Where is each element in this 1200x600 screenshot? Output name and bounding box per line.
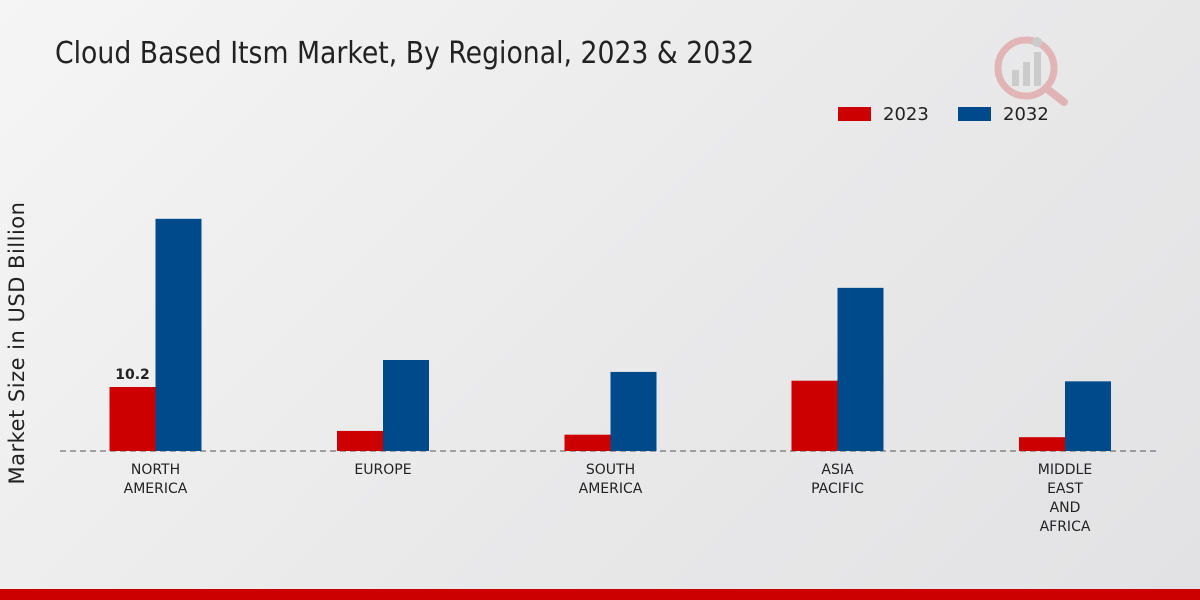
bar-2032-4: [1065, 381, 1111, 451]
bar-2032-0: [155, 218, 202, 451]
legend-label-2023: 2023: [883, 104, 929, 125]
watermark-logo-icon: [994, 36, 1068, 106]
legend-swatch-2032: [958, 107, 991, 121]
bar-2023-3: [791, 380, 838, 451]
x-tick-label-2: SOUTH AMERICA: [579, 462, 643, 497]
data-label-0: 10.2: [115, 367, 150, 383]
bar-2023-4: [1019, 437, 1065, 451]
x-tick-label-0: NORTH AMERICA: [124, 462, 188, 497]
x-tick-label-3: ASIA PACIFIC: [811, 462, 864, 497]
chart-title: Cloud Based Itsm Market, By Regional, 20…: [55, 36, 755, 71]
bar-2023-0: [109, 386, 156, 451]
footer-bar: [0, 589, 1200, 600]
legend-label-2032: 2032: [1003, 104, 1049, 125]
x-tick-label-4: MIDDLE EAST AND AFRICA: [1038, 462, 1092, 535]
x-tick-label-1: EUROPE: [354, 462, 411, 478]
bar-2032-3: [837, 287, 884, 451]
legend-swatch-2023: [838, 107, 871, 121]
bar-2032-2: [610, 371, 657, 451]
bar-2023-1: [337, 430, 383, 451]
bar-2023-2: [564, 434, 611, 451]
bar-2032-1: [383, 360, 429, 451]
